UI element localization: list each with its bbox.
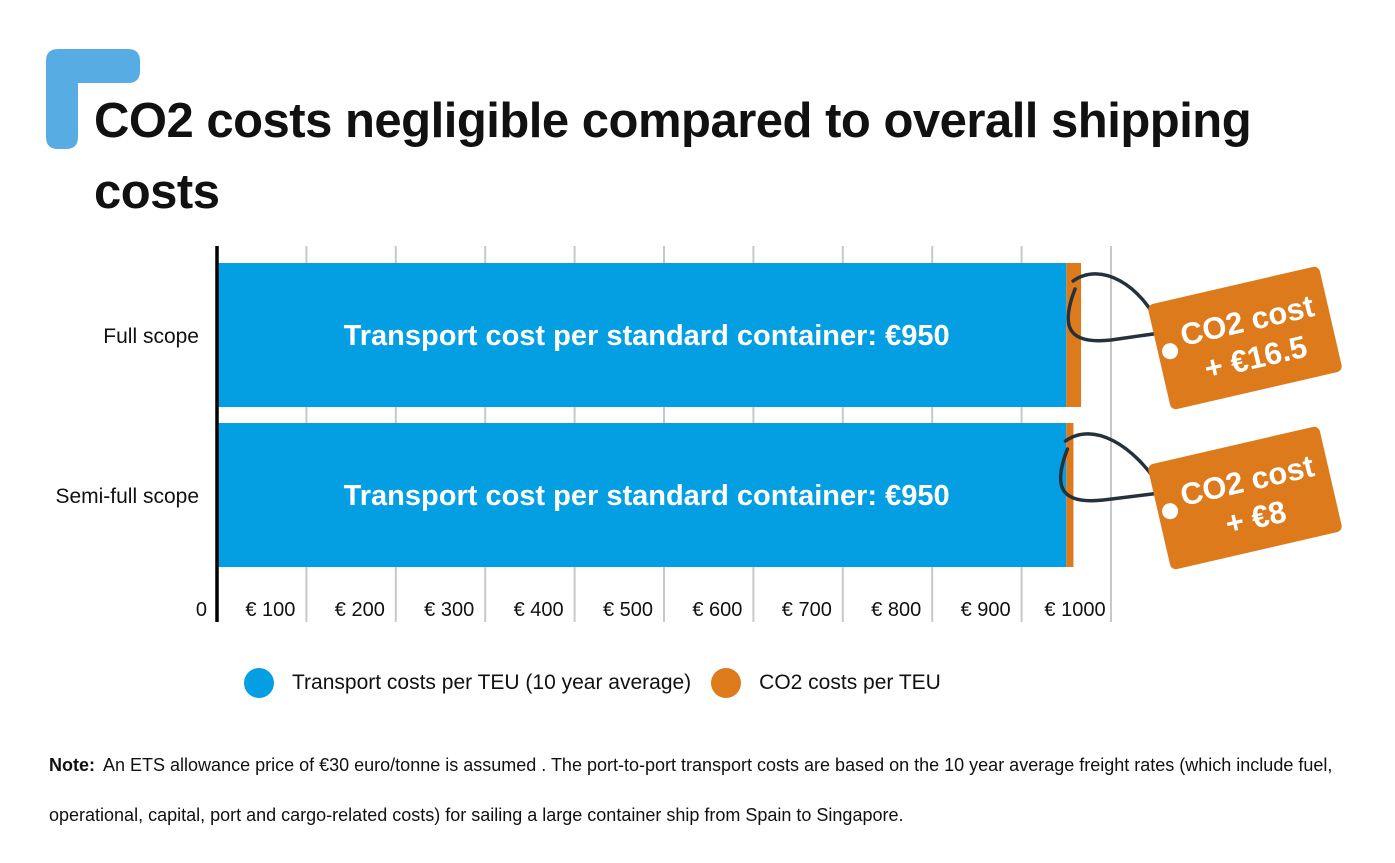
bars (217, 263, 1082, 567)
tag-shape (1148, 266, 1342, 410)
x-tick-label: € 200 (335, 599, 385, 621)
x-tick-label: € 400 (514, 599, 564, 621)
x-tick-label: € 900 (961, 599, 1011, 621)
tag-body: CO2 cost+ €16.5 (1148, 266, 1342, 410)
category-label: Full scope (103, 325, 199, 348)
bar-chart: 0 € 100 € 200 € 300 € 400 € 500 € 600 € 700 € 80… (55, 246, 1342, 622)
corner-mark-shape (46, 49, 140, 149)
legend: Transport costs per TEU (10 year average… (244, 665, 961, 701)
x-tick-label: € 800 (871, 599, 921, 621)
tag-string-loop (1063, 432, 1162, 489)
bar-value-label: Transport cost per standard container: €… (344, 320, 950, 352)
bar-value-label: Transport cost per standard container: €… (344, 480, 950, 512)
bar-transport (217, 423, 1067, 567)
note-label: Note: (49, 755, 95, 775)
x-tick-label: € 100 (245, 599, 295, 621)
tag-shape (1148, 426, 1342, 570)
category-label: Semi-full scope (55, 485, 199, 508)
x-tick-label: € 700 (782, 599, 832, 621)
tag-string (1058, 447, 1162, 503)
page-title: CO2 costs negligible compared to overall… (94, 94, 1252, 219)
x-tick-label: € 600 (692, 599, 742, 621)
tag-hole (1162, 343, 1179, 360)
tag-string (1066, 287, 1162, 343)
legend-label-co2: CO2 costs per TEU (759, 671, 941, 694)
corner-mark-logo (46, 49, 140, 149)
bar-transport (217, 263, 1067, 407)
legend-swatch-co2 (711, 668, 742, 698)
labels: 0 € 100 € 200 € 300 € 400 € 500 € 600 € 700 € 80… (55, 320, 1105, 621)
legend-label-transport: Transport costs per TEU (10 year average… (292, 671, 692, 694)
legend-item-transport: Transport costs per TEU (10 year average… (244, 668, 691, 698)
x-tick-label: € 300 (424, 599, 474, 621)
price-tags: CO2 cost+ €16.5 CO2 cost+ €8 (1058, 266, 1342, 570)
tag-body: CO2 cost+ €8 (1148, 426, 1342, 570)
legend-swatch-transport (244, 668, 274, 698)
x-tick-label: € 500 (603, 599, 653, 621)
tag-string-loop (1071, 272, 1162, 329)
price-tag: CO2 cost+ €16.5 (1066, 266, 1342, 410)
price-tag: CO2 cost+ €8 (1058, 426, 1342, 570)
footnote: Note: An ETS allowance price of €30 euro… (49, 740, 1359, 840)
x-tick-label: 0 (196, 599, 207, 621)
x-tick-label: € 1000 (1044, 599, 1105, 621)
legend-item-co2: CO2 costs per TEU (711, 668, 941, 698)
note-text: An ETS allowance price of €30 euro/tonne… (49, 755, 1333, 825)
tag-hole (1162, 503, 1179, 520)
